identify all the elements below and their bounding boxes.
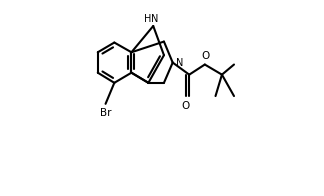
Text: O: O [181, 101, 190, 111]
Text: O: O [202, 51, 210, 61]
Text: N: N [151, 14, 159, 24]
Text: Br: Br [100, 108, 111, 118]
Text: H: H [144, 14, 151, 24]
Text: N: N [176, 58, 184, 68]
